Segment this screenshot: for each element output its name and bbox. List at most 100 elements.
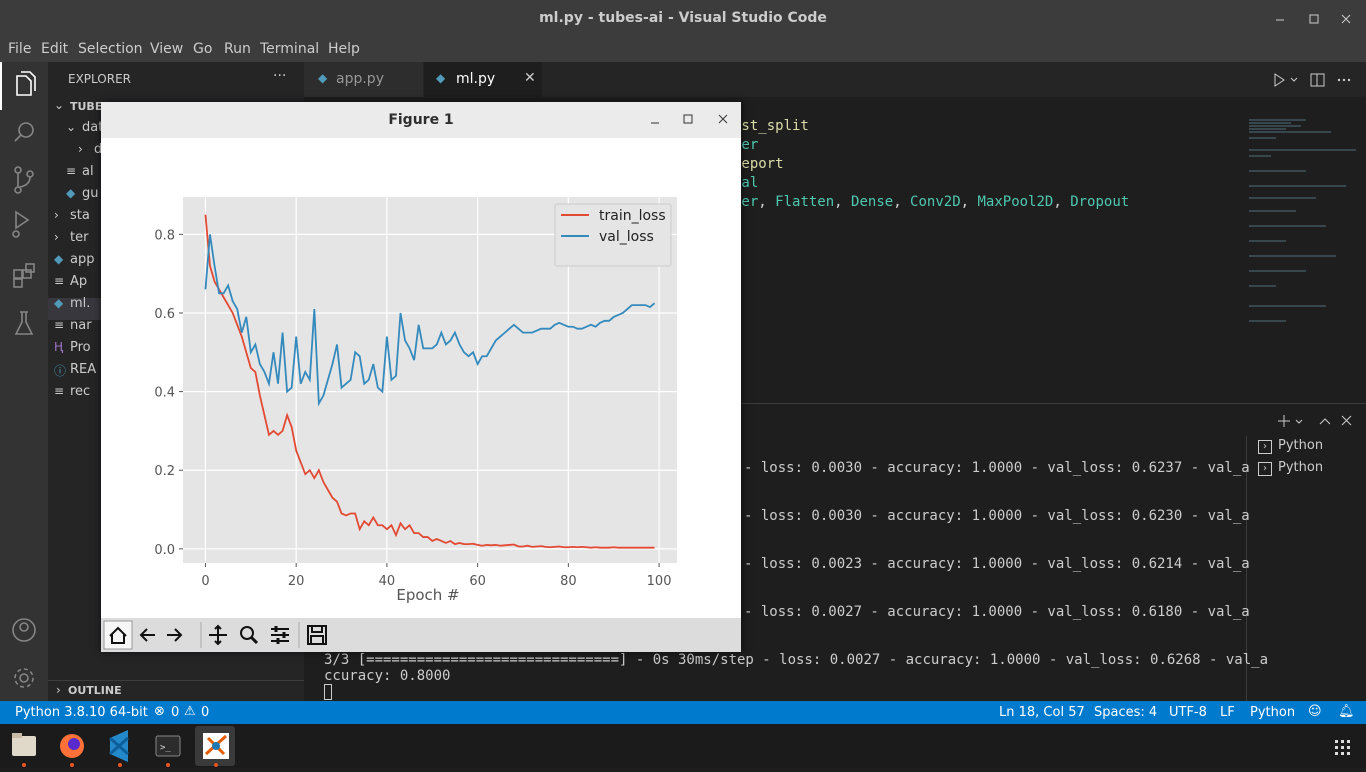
end-of-line[interactable]: LF	[1220, 705, 1235, 720]
code-token: ,	[1053, 194, 1071, 210]
legend-label: val_loss	[599, 229, 654, 245]
tree-icon: ›	[54, 230, 59, 244]
tree-icon: ≡	[66, 164, 77, 178]
x-tick-label: 40	[379, 574, 396, 589]
panel-actions[interactable]	[1274, 412, 1366, 430]
tree-icon: ≡	[54, 274, 65, 288]
terminal-name: Python	[1278, 438, 1324, 453]
terminal-line: - loss: 0.0027 - accuracy: 1.0000 - val_…	[744, 604, 1250, 620]
menu-item[interactable]: View	[150, 41, 184, 57]
activity-icons[interactable]	[0, 62, 48, 701]
taskbar: >_	[0, 724, 1366, 768]
x-tick-label: 60	[469, 574, 486, 589]
terminal-name: Python	[1278, 460, 1324, 475]
tree-item[interactable]: sta	[70, 208, 90, 223]
tree-item[interactable]: ter	[70, 230, 89, 245]
y-tick-label: 0.0	[154, 543, 175, 558]
tab-close[interactable]: ✕	[524, 70, 536, 86]
code-line: report	[733, 156, 784, 172]
tree-icon: ⌄	[66, 120, 77, 134]
tab[interactable]: ◆ app.py	[304, 62, 424, 97]
terminal-line: - loss: 0.0023 - accuracy: 1.0000 - val_…	[744, 556, 1250, 572]
editor-actions[interactable]	[1269, 72, 1359, 88]
tree-icon: Ⱨ	[54, 340, 64, 354]
tree-item[interactable]: TUBE	[70, 100, 103, 113]
minimap	[1249, 119, 1356, 322]
tree-item[interactable]: ml.	[70, 296, 91, 311]
x-axis-label: Epoch #	[396, 586, 459, 604]
terminal-line: - loss: 0.0030 - accuracy: 1.0000 - val_…	[744, 508, 1250, 524]
figure-title: Figure 1	[388, 112, 454, 128]
data-line	[204, 234, 656, 407]
figure-controls[interactable]	[646, 112, 741, 128]
warning-icon: ⚠	[184, 704, 196, 719]
terminal-line: ccuracy: 0.8000	[324, 668, 451, 684]
menu-bar: File Edit Selection View Go Run Terminal Help	[0, 37, 1366, 62]
status-bar: Python 3.8.10 64-bit ⊗ 0 ⚠ 0 Ln 18, Col …	[0, 701, 1366, 724]
tree-icon: ›	[54, 208, 59, 222]
code-token: ,	[758, 194, 776, 210]
x-tick-label: 0	[201, 574, 209, 589]
y-tick-label: 0.4	[154, 386, 175, 401]
tree-item[interactable]: Ap	[70, 274, 88, 289]
error-count[interactable]: 0	[171, 705, 180, 720]
menu-item[interactable]: File	[8, 41, 32, 57]
tree-icon: ⌄	[54, 98, 65, 112]
code-token: MaxPool2D	[977, 194, 1054, 210]
tab-label: app.py	[336, 71, 384, 87]
x-tick-label: 20	[288, 574, 305, 589]
warning-count[interactable]: 0	[201, 705, 210, 720]
language-mode[interactable]: Python	[1250, 705, 1296, 720]
indentation[interactable]: Spaces: 4	[1094, 705, 1158, 720]
tab-label: ml.py	[456, 71, 496, 87]
tree-icon: ⓘ	[54, 364, 67, 378]
terminal-entry[interactable]: › Python	[1258, 460, 1323, 476]
outline-section[interactable]: › OUTLINE	[48, 680, 304, 701]
title-bar: ml.py - tubes-ai - Visual Studio Code	[0, 0, 1366, 37]
encoding[interactable]: UTF-8	[1169, 705, 1207, 720]
code-token: Conv2D	[910, 194, 961, 210]
tree-item[interactable]: dat	[82, 120, 104, 135]
tree-item[interactable]: al	[82, 164, 94, 179]
menu-item[interactable]: Terminal	[260, 41, 320, 57]
cursor	[324, 684, 332, 700]
terminal-entry[interactable]: › Python	[1258, 438, 1323, 454]
activity-bar	[0, 62, 48, 701]
terminal-line: - loss: 0.0030 - accuracy: 1.0000 - val_…	[744, 460, 1250, 476]
tree-item[interactable]: Pro	[70, 340, 91, 355]
code-token: ,	[960, 194, 978, 210]
tree-item[interactable]: app	[70, 252, 95, 267]
code-token: Dense	[851, 194, 894, 210]
terminal-line: 3/3 [==============================] - 0…	[324, 652, 1269, 668]
menu-item[interactable]: Edit	[41, 41, 69, 57]
code-token: Flatten	[775, 194, 835, 210]
outline-header: OUTLINE	[68, 684, 122, 697]
data-line	[204, 214, 655, 549]
legend-box	[554, 203, 672, 267]
legend-label: train_loss	[599, 208, 666, 224]
x-tick-label: 100	[647, 574, 672, 589]
taskbar-icons[interactable]: >_	[0, 724, 1366, 768]
menu-item[interactable]: Help	[328, 41, 360, 57]
toolbar-buttons[interactable]	[101, 618, 741, 652]
notifications-icon[interactable]: 🔔︎	[1338, 704, 1355, 719]
code-token: ,	[834, 194, 852, 210]
tree-icon: ≡	[54, 384, 65, 398]
tab-bar: ◆ app.py ◆ ml.py ✕	[304, 62, 1366, 97]
y-tick-label: 0.6	[154, 307, 175, 322]
tree-item[interactable]: nar	[70, 318, 92, 333]
svg-text:>_: >_	[160, 743, 171, 753]
feedback-icon[interactable]: ☺	[1308, 704, 1322, 719]
tree-item[interactable]: REA	[70, 362, 97, 377]
tree-item[interactable]: gu	[82, 186, 99, 201]
window-controls[interactable]	[1270, 10, 1366, 28]
tree-item[interactable]: rec	[70, 384, 91, 399]
menu-item[interactable]: Run	[224, 41, 251, 57]
interpreter[interactable]: Python 3.8.10 64-bit	[15, 705, 148, 720]
menu-item[interactable]: Go	[193, 41, 213, 57]
cursor-position[interactable]: Ln 18, Col 57	[999, 705, 1085, 720]
tab[interactable]: ◆ ml.py ✕	[424, 62, 542, 97]
more-actions[interactable]: ···	[273, 68, 287, 84]
menu-item[interactable]: Selection	[78, 41, 143, 57]
